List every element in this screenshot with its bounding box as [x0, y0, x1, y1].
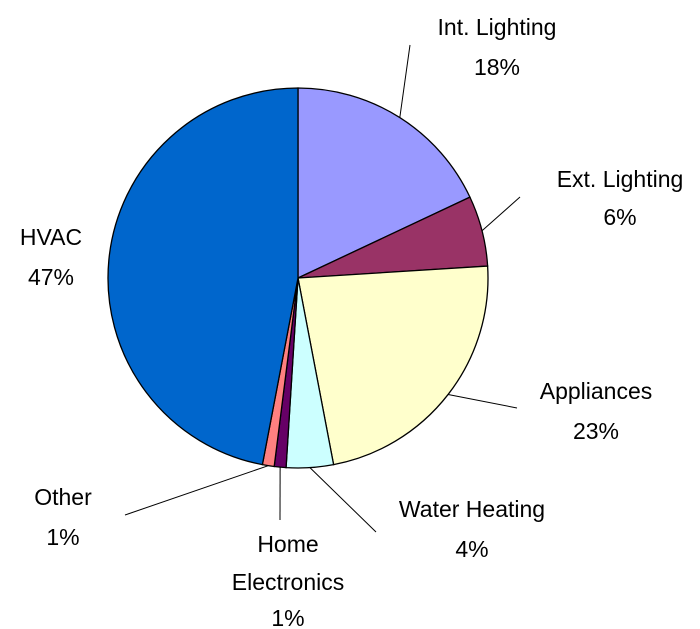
- slice-value-label: 4%: [455, 536, 489, 562]
- slice-label: HVAC: [19, 224, 83, 250]
- leader-line: [309, 467, 377, 533]
- leader-line: [481, 196, 521, 232]
- slice-label: Home Electronics: [231, 531, 345, 595]
- slice-value-label: 18%: [473, 54, 521, 80]
- leader-line: [124, 465, 269, 516]
- slice-label: Int. Lighting: [437, 14, 557, 40]
- slice-value-label: 1%: [271, 605, 305, 629]
- slice-value-label: 6%: [603, 204, 637, 230]
- leader-line: [448, 393, 518, 409]
- slice-label: Ext. Lighting: [556, 166, 684, 192]
- pie-slice: [297, 265, 489, 466]
- leader-line: [399, 44, 411, 118]
- pie-slice: [297, 87, 471, 280]
- slice-label: Water Heating: [398, 496, 546, 522]
- slice-value-label: 1%: [46, 524, 80, 550]
- slice-value-label: 47%: [27, 264, 75, 290]
- slice-label: Appliances: [539, 378, 653, 404]
- pie-slice: [107, 87, 299, 466]
- slice-label: Other: [34, 484, 92, 510]
- slice-value-label: 23%: [572, 418, 620, 444]
